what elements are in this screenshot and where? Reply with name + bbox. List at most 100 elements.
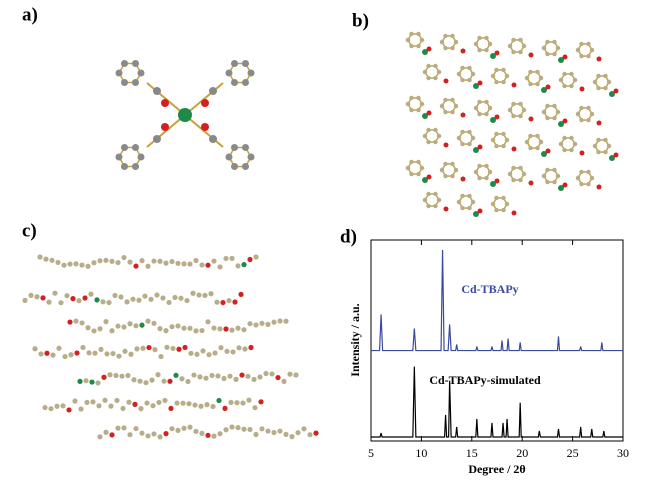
atom — [579, 41, 584, 47]
atom — [168, 405, 174, 412]
atom — [501, 131, 506, 137]
atom — [528, 116, 534, 122]
atom — [199, 327, 205, 334]
atom — [313, 430, 319, 436]
atom — [460, 65, 465, 71]
atom — [562, 83, 567, 89]
atom — [161, 99, 169, 107]
atom — [76, 298, 82, 304]
atom — [101, 374, 107, 380]
atom — [145, 318, 151, 324]
atom — [174, 400, 180, 406]
atom — [109, 328, 115, 334]
atom — [555, 173, 561, 179]
atom — [54, 403, 60, 409]
panel-label: d) — [340, 226, 357, 247]
atom — [122, 348, 128, 354]
atom — [228, 399, 234, 405]
atom — [120, 79, 129, 87]
atom — [484, 99, 489, 105]
atom — [94, 297, 100, 303]
atom — [552, 115, 557, 121]
atom — [210, 403, 216, 410]
data-line — [371, 366, 623, 438]
atom — [223, 427, 229, 433]
atom — [494, 195, 499, 201]
atom — [224, 348, 230, 354]
atom — [28, 292, 34, 298]
atom — [453, 103, 459, 109]
atom — [217, 431, 223, 437]
atom — [443, 161, 448, 167]
atom — [119, 373, 125, 379]
atom — [175, 323, 181, 329]
atom — [95, 380, 101, 386]
atom — [241, 143, 250, 151]
atom — [586, 117, 591, 123]
atom — [259, 320, 265, 326]
atom — [528, 81, 533, 87]
atom — [416, 159, 421, 165]
atom — [606, 79, 612, 85]
atom — [109, 432, 115, 438]
atom — [209, 87, 217, 95]
bond — [146, 82, 186, 116]
atom — [271, 319, 277, 325]
atom — [187, 261, 193, 267]
atom — [487, 41, 493, 47]
atom — [155, 372, 161, 378]
atom — [552, 51, 557, 57]
atom — [238, 291, 244, 297]
atom — [152, 347, 158, 353]
atom — [439, 167, 445, 173]
atom — [579, 181, 584, 187]
atom — [575, 175, 581, 181]
atom — [524, 139, 530, 145]
atom — [528, 133, 533, 139]
atom — [467, 65, 472, 71]
atom — [443, 97, 448, 103]
atom — [230, 349, 236, 355]
atom — [470, 199, 476, 205]
atom — [137, 378, 143, 384]
atom — [156, 399, 162, 406]
atom — [596, 73, 601, 79]
atom — [199, 430, 205, 436]
atom — [494, 143, 499, 149]
atom — [88, 291, 94, 297]
atom — [596, 85, 601, 91]
atom — [139, 322, 145, 328]
atom — [227, 373, 233, 379]
atom — [121, 254, 127, 261]
atom — [193, 257, 199, 264]
atom — [241, 163, 250, 171]
atom — [242, 346, 248, 352]
atom — [289, 434, 295, 440]
atom — [436, 69, 442, 75]
atom — [477, 35, 482, 41]
atom — [72, 398, 78, 404]
atom — [230, 79, 239, 87]
atom — [569, 147, 574, 153]
metal-atom — [473, 147, 479, 153]
atom — [118, 294, 124, 300]
atom — [169, 258, 175, 265]
atom — [562, 54, 568, 60]
atom — [518, 165, 523, 171]
atom — [70, 296, 76, 302]
atom — [507, 171, 513, 177]
atom — [145, 433, 151, 439]
atom — [426, 203, 431, 209]
atom — [521, 107, 527, 113]
atom — [172, 294, 178, 301]
atom — [603, 137, 608, 143]
atom — [552, 167, 557, 173]
atom — [73, 318, 79, 324]
atom — [569, 71, 574, 77]
atom — [139, 258, 145, 264]
atom — [133, 263, 139, 269]
atom — [277, 428, 283, 434]
atom — [170, 345, 176, 352]
atom — [538, 75, 544, 81]
